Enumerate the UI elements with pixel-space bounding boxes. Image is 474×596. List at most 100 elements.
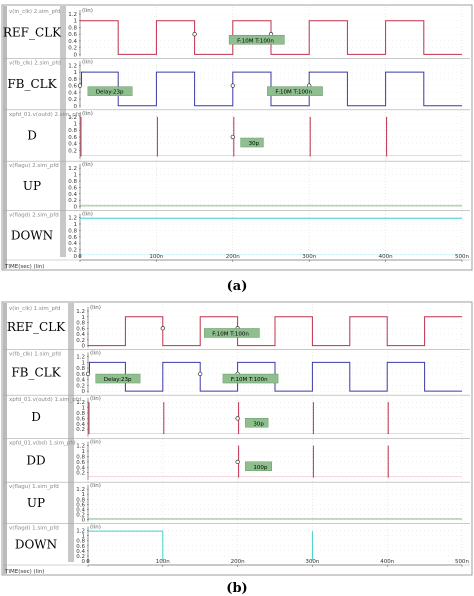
legend-dd: xpfd_01.v(bd) 1.sim_pfd	[9, 441, 76, 447]
annotation-text-fb_clk-0: Delay:23p	[104, 377, 132, 383]
annotation-box-fb_clk-0	[87, 86, 133, 96]
y-tick-label: 0.4	[68, 142, 77, 148]
y-tick-label: 1	[82, 449, 86, 455]
y-tick-label: 0.2	[68, 46, 77, 52]
y-tick-label: 1	[74, 122, 78, 128]
y-tick-label: 1.2	[76, 444, 85, 450]
y-tick-label: 0.6	[76, 416, 85, 422]
legend-ref-clk: v(in_clk) 2.sim_pfd	[9, 9, 60, 15]
cursor-marker-fb_clk-1	[198, 371, 203, 377]
y-tick-label: 0.6	[76, 372, 85, 378]
legend-up: v(flagu) 1.sim_pfd	[9, 484, 59, 490]
y-tick-label: 0.2	[68, 198, 77, 204]
y-unit-label: (lin)	[82, 111, 93, 117]
y-unit-label: (lin)	[90, 305, 101, 311]
y-tick-label: 0.6	[68, 135, 77, 141]
legend-fb-clk: v(fb_clk) 2.sim_pfd	[9, 60, 61, 66]
annotation-box-fb_clk-1	[267, 86, 323, 96]
y-tick-label: 0.2	[68, 97, 77, 103]
y-unit-label: (lin)	[90, 440, 101, 446]
y-tick-label: 0.6	[76, 544, 85, 550]
y-tick-label: 0.6	[68, 185, 77, 191]
left-scrollbar-0	[3, 6, 7, 269]
x-axis-title-0: TIME(sec) (lin)	[4, 264, 44, 270]
annotation-box-dd-0	[245, 461, 272, 472]
y-tick-label: 1	[82, 492, 86, 498]
y-tick-label: 0.4	[76, 378, 85, 384]
y-tick-label: 0	[74, 254, 78, 260]
y-unit-label: (lin)	[82, 59, 93, 65]
cursor-marker-ref_clk-0	[192, 32, 197, 37]
y-tick-label: 0.8	[68, 179, 77, 185]
y-tick-label: 1.2	[68, 63, 77, 69]
y-tick-label: 0	[74, 104, 78, 110]
legend-ref-clk: v(in_clk) 1.sim_pfd	[9, 306, 60, 312]
y-tick-label: 0.8	[68, 77, 77, 83]
y-tick-label: 0.4	[76, 422, 85, 428]
y-tick-label: 0.6	[76, 502, 85, 508]
annotation-box-d-0	[245, 418, 269, 428]
x-tick-label: 0	[78, 254, 82, 260]
signal-label-ref-clk: REF_CLK	[3, 26, 62, 40]
y-tick-label: 0.4	[76, 507, 85, 513]
y-tick-label: 1.2	[68, 115, 77, 121]
legend-d: xpfd_01.v(outd) 1.sim_pfd	[9, 397, 81, 403]
annotation-box-fb_clk-1	[222, 373, 279, 384]
x-tick-label: 0	[86, 559, 90, 565]
legend-up: v(flagu) 2.sim_pfd	[9, 163, 59, 169]
x-tick-label: 300n	[305, 559, 319, 565]
y-tick-label: 0.8	[76, 454, 85, 460]
annotation-text-fb_clk-1: F:10M T:100n	[275, 90, 312, 96]
y-tick-label: 0.6	[68, 32, 77, 38]
y-tick-label: 0.2	[76, 383, 85, 389]
signal-label-d: D	[27, 128, 37, 142]
signal-label-down: DOWN	[11, 228, 53, 242]
signal-label-up: UP	[27, 496, 45, 510]
y-tick-label: 0.8	[76, 411, 85, 417]
y-unit-label: (lin)	[82, 8, 93, 14]
legend-fb-clk: v(fb_clk) 1.sim_pfd	[9, 352, 61, 358]
cursor-marker-d-0	[235, 416, 240, 421]
annotation-box-fb_clk-0	[95, 373, 141, 384]
annotation-text-d-0: 30p	[249, 141, 260, 147]
y-tick-label: 0.4	[76, 549, 85, 555]
y-tick-label: 0	[74, 52, 78, 58]
y-tick-label: 0.6	[76, 326, 85, 332]
y-tick-label: 0.2	[76, 427, 85, 433]
annotation-text-d-0: 30p	[253, 421, 264, 427]
x-tick-label: 200n	[226, 254, 240, 260]
y-tick-label: 0	[82, 389, 86, 395]
y-unit-label: (lin)	[82, 162, 93, 168]
y-tick-label: 1.2	[76, 309, 85, 315]
annotation-text-ref_clk-0: F:10M T:100n	[212, 331, 249, 337]
y-tick-label: 0.2	[76, 513, 85, 519]
y-tick-label: 0.2	[68, 248, 77, 254]
x-tick-label: 300n	[302, 254, 316, 260]
y-tick-label: 0.6	[68, 235, 77, 241]
y-tick-label: 0.4	[76, 465, 85, 471]
legend-d: xpfd_01.v(outd) 2.sim_pfd	[9, 112, 81, 118]
signal-label-down: DOWN	[15, 537, 57, 551]
signal-label-fb-clk: FB_CLK	[7, 77, 57, 91]
cursor-marker-fb_clk-1	[230, 83, 235, 88]
y-tick-label: 0.8	[68, 25, 77, 31]
y-tick-label: 0	[74, 205, 78, 211]
y-tick-label: 0.4	[68, 90, 77, 96]
annotation-text-ref_clk-0: F:10M T:100n	[237, 38, 274, 44]
annotation-text-fb_clk-1: F:10M T:100n	[231, 377, 268, 383]
x-tick-label: 500n	[455, 254, 469, 260]
y-tick-label: 1.2	[76, 529, 85, 535]
signal-label-dd: DD	[26, 453, 45, 467]
y-tick-label: 0	[82, 559, 86, 565]
legend-down: v(flagd) 1.sim_pfd	[9, 526, 59, 532]
annotation-box-ref_clk-0	[203, 328, 260, 338]
y-tick-label: 0.2	[76, 338, 85, 344]
signal-label-fb-clk: FB_CLK	[11, 365, 61, 379]
y-unit-label: (lin)	[90, 525, 101, 531]
annotation-text-fb_clk-0: Delay:23p	[96, 90, 124, 96]
annotation-text-dd-0: 100p	[253, 465, 267, 471]
y-tick-label: 1.2	[76, 355, 85, 361]
x-tick-label: 200n	[231, 559, 245, 565]
y-tick-label: 0.8	[76, 366, 85, 372]
